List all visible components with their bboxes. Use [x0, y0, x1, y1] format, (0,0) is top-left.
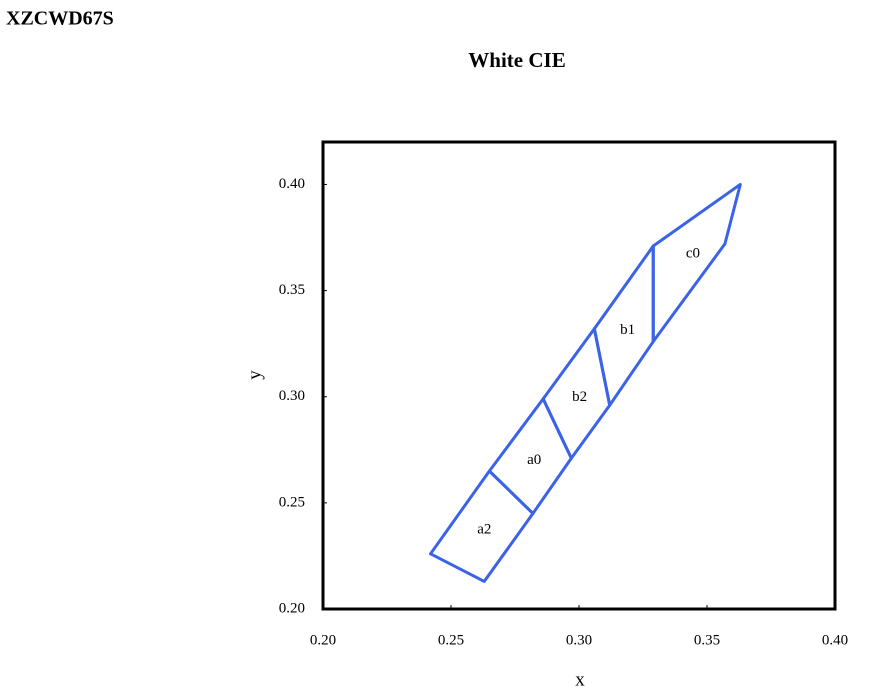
region-label: b1 — [620, 322, 635, 338]
y-tick-label: 0.35 — [279, 282, 305, 298]
region-label: a2 — [477, 521, 491, 537]
region-outline — [651, 182, 742, 344]
region-label: c0 — [686, 245, 700, 261]
y-axis-label: y — [244, 370, 265, 380]
x-axis-label: x — [575, 669, 585, 690]
x-tick-label: 0.35 — [694, 632, 720, 648]
y-tick-label: 0.40 — [279, 176, 305, 192]
x-tick-label: 0.25 — [438, 632, 464, 648]
plot-frame — [321, 140, 837, 611]
chart-title: White CIE — [468, 48, 565, 72]
x-tick-label: 0.20 — [310, 632, 336, 648]
region-label: a0 — [527, 452, 541, 468]
x-tick-label: 0.30 — [566, 632, 592, 648]
y-tick-label: 0.30 — [279, 388, 305, 404]
page-header: XZCWD67S — [6, 8, 114, 30]
y-tick-label: 0.25 — [279, 494, 305, 510]
x-tick-label: 0.40 — [822, 632, 848, 648]
region-label: b2 — [572, 389, 587, 405]
y-tick-label: 0.20 — [279, 600, 305, 616]
